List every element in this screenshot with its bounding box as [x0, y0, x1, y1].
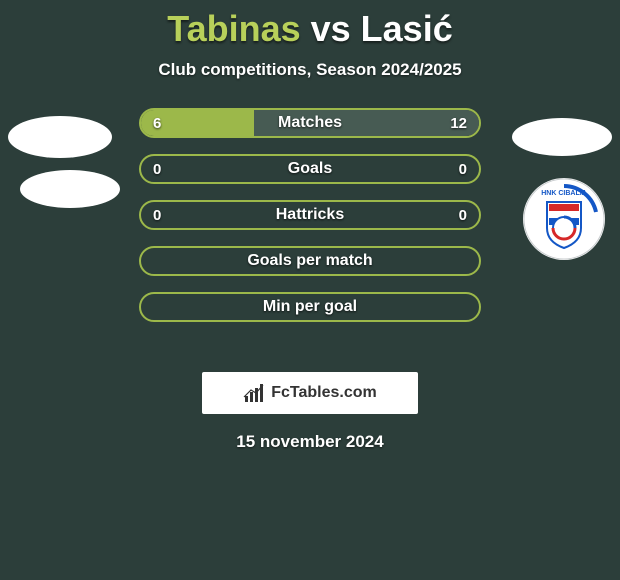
- subtitle: Club competitions, Season 2024/2025: [0, 60, 620, 80]
- stat-bar-row: Hattricks0 0: [139, 200, 481, 230]
- bar-label: Hattricks: [141, 206, 479, 224]
- bar-value-left: 0: [153, 207, 161, 224]
- right-badge-1: [512, 118, 612, 156]
- stat-bar-row: Min per goal: [139, 292, 481, 322]
- stat-bar-row: Goals0 0: [139, 154, 481, 184]
- left-badge-1: [8, 116, 112, 158]
- title-right: Lasić: [361, 8, 453, 49]
- date-text: 15 november 2024: [0, 432, 620, 452]
- bar-value-right: 0: [459, 207, 467, 224]
- chart-icon: [243, 382, 265, 404]
- bar-label: Matches: [141, 114, 479, 132]
- right-badge-crest: HNK CIBALIA: [523, 178, 605, 260]
- stat-bars: Matches612Goals00Hattricks00Goals per ma…: [139, 108, 481, 322]
- comparison-arena: HNK CIBALIA Matches612Goals00Hattricks00…: [0, 108, 620, 368]
- stat-bar-row: Goals per match: [139, 246, 481, 276]
- bar-value-left: 6: [153, 115, 161, 132]
- footer-brand-box: FcTables.com: [202, 372, 418, 414]
- crest-text: HNK CIBALIA: [541, 190, 587, 197]
- bar-value-left: 0: [153, 161, 161, 178]
- page-title: Tabinas vs Lasić: [0, 0, 620, 50]
- bar-label: Goals: [141, 160, 479, 178]
- footer-brand-text: FcTables.com: [271, 384, 377, 402]
- title-vs: vs: [301, 8, 361, 49]
- bar-label: Goals per match: [141, 252, 479, 270]
- crest-icon: HNK CIBALIA: [523, 178, 605, 260]
- bar-value-right: 12: [450, 115, 467, 132]
- title-left: Tabinas: [167, 8, 300, 49]
- stat-bar-row: Matches6 12: [139, 108, 481, 138]
- bar-value-right: 0: [459, 161, 467, 178]
- left-badge-2: [20, 170, 120, 208]
- bar-label: Min per goal: [141, 298, 479, 316]
